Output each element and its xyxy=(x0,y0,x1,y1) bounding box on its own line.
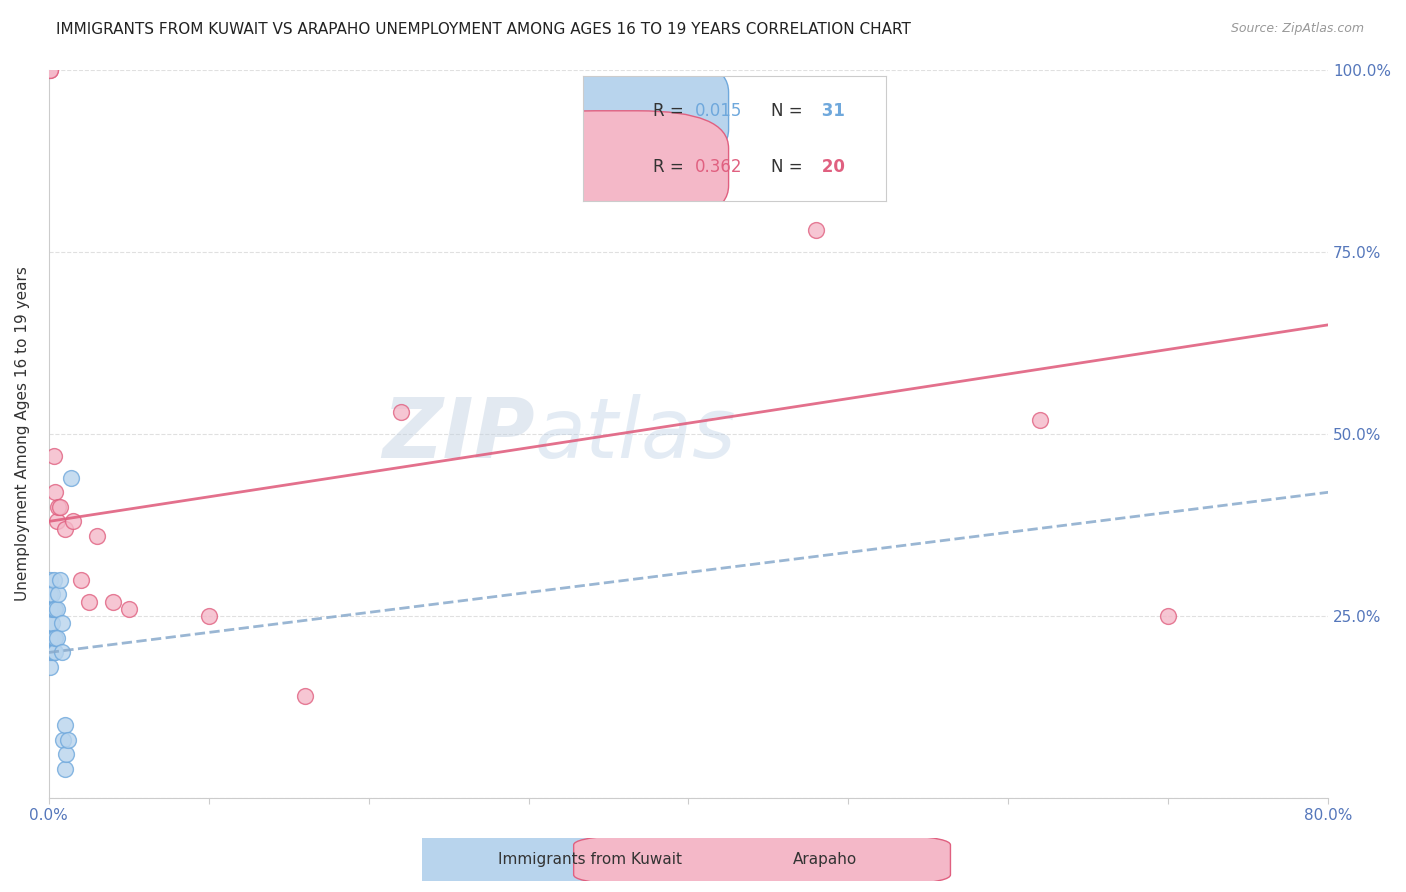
Point xyxy=(41,587,63,601)
Point xyxy=(53,762,76,776)
Point xyxy=(44,645,66,659)
Text: 0.362: 0.362 xyxy=(696,158,742,176)
Point xyxy=(60,471,83,485)
Point xyxy=(39,573,62,587)
Text: atlas: atlas xyxy=(534,393,737,475)
FancyBboxPatch shape xyxy=(574,832,950,888)
Point xyxy=(86,529,108,543)
Text: 31: 31 xyxy=(817,102,845,120)
Point xyxy=(62,515,84,529)
Point xyxy=(51,616,73,631)
Point xyxy=(39,63,62,78)
FancyBboxPatch shape xyxy=(276,832,652,888)
Point xyxy=(53,522,76,536)
Point xyxy=(51,645,73,659)
Point xyxy=(77,594,100,608)
Point xyxy=(45,515,67,529)
Point xyxy=(49,500,72,514)
Point xyxy=(118,601,141,615)
Point xyxy=(39,63,62,78)
Point xyxy=(41,645,63,659)
Point xyxy=(42,645,65,659)
Point xyxy=(39,587,62,601)
Text: N =: N = xyxy=(770,102,808,120)
Point xyxy=(42,449,65,463)
Point xyxy=(42,631,65,645)
Text: IMMIGRANTS FROM KUWAIT VS ARAPAHO UNEMPLOYMENT AMONG AGES 16 TO 19 YEARS CORRELA: IMMIGRANTS FROM KUWAIT VS ARAPAHO UNEMPL… xyxy=(56,22,911,37)
Text: N =: N = xyxy=(770,158,808,176)
Point xyxy=(49,573,72,587)
Text: Arapaho: Arapaho xyxy=(793,853,858,867)
Point xyxy=(44,601,66,615)
Point xyxy=(1029,412,1052,426)
Text: 20: 20 xyxy=(817,158,845,176)
Point xyxy=(41,616,63,631)
Point xyxy=(806,223,828,237)
Point xyxy=(39,616,62,631)
Point xyxy=(101,594,124,608)
Point xyxy=(45,601,67,615)
FancyBboxPatch shape xyxy=(505,111,728,223)
Point xyxy=(197,609,219,624)
FancyBboxPatch shape xyxy=(505,54,728,167)
Text: Source: ZipAtlas.com: Source: ZipAtlas.com xyxy=(1230,22,1364,36)
Point xyxy=(42,573,65,587)
Text: R =: R = xyxy=(652,158,689,176)
Text: R =: R = xyxy=(652,102,689,120)
Point xyxy=(52,732,75,747)
Point xyxy=(41,631,63,645)
Y-axis label: Unemployment Among Ages 16 to 19 years: Unemployment Among Ages 16 to 19 years xyxy=(15,267,30,601)
Point xyxy=(39,601,62,615)
Point xyxy=(53,718,76,732)
Point xyxy=(42,601,65,615)
Text: ZIP: ZIP xyxy=(382,393,534,475)
Point xyxy=(44,485,66,500)
Text: Immigrants from Kuwait: Immigrants from Kuwait xyxy=(498,853,682,867)
Point xyxy=(41,601,63,615)
Point xyxy=(56,732,79,747)
Point xyxy=(44,631,66,645)
Point xyxy=(55,747,77,762)
Point xyxy=(294,689,316,703)
Text: 0.015: 0.015 xyxy=(696,102,742,120)
Point xyxy=(39,645,62,659)
Point xyxy=(39,631,62,645)
Point xyxy=(39,660,62,674)
Point xyxy=(46,500,69,514)
Point xyxy=(46,587,69,601)
Point xyxy=(389,405,412,419)
Point xyxy=(1157,609,1180,624)
Point xyxy=(69,573,91,587)
Point xyxy=(45,631,67,645)
